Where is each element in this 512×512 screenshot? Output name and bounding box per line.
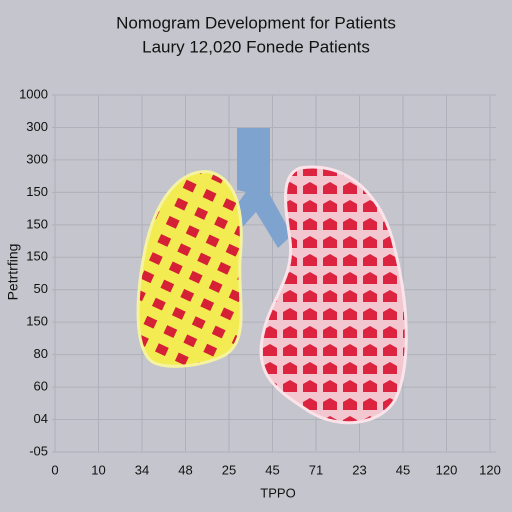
x-tick-label: 25 <box>222 462 236 477</box>
y-tick-label: 300 <box>26 119 48 134</box>
right-lung <box>259 165 408 425</box>
y-tick-label: 80 <box>34 346 48 361</box>
y-tick-label: 150 <box>26 314 48 329</box>
x-tick-label: 45 <box>265 462 279 477</box>
y-tick-label: -05 <box>29 443 48 458</box>
x-tick-label: 23 <box>352 462 366 477</box>
grid <box>52 94 496 453</box>
x-tick-label: 0 <box>51 462 58 477</box>
x-tick-label: 34 <box>135 462 149 477</box>
y-axis-title: Petrtrfing <box>5 244 21 301</box>
y-tick-label: 150 <box>26 184 48 199</box>
subtitle: Laury 12,020 Fonede Patients <box>142 37 370 56</box>
y-tick-label: 150 <box>26 249 48 264</box>
trachea <box>226 128 292 248</box>
x-tick-label: 48 <box>178 462 192 477</box>
y-tick-label: 50 <box>34 281 48 296</box>
left-lung <box>136 170 243 368</box>
x-tick-label: 71 <box>309 462 323 477</box>
y-tick-label: 1000 <box>19 86 48 101</box>
tick-labels: 1000 300 300 150 150 150 50 150 80 60 04 -050 10 34 48… <box>19 86 501 477</box>
y-tick-label: 04 <box>34 411 48 426</box>
y-tick-label: 300 <box>26 151 48 166</box>
x-tick-label: 10 <box>91 462 105 477</box>
y-tick-label: 150 <box>26 216 48 231</box>
x-tick-label: 45 <box>396 462 410 477</box>
title: Nomogram Development for Patients <box>116 13 396 32</box>
x-axis-title: TPPO <box>260 485 295 500</box>
y-tick-label: 60 <box>34 379 48 394</box>
x-tick-label: 120 <box>436 462 458 477</box>
x-tick-label: 120 <box>479 462 501 477</box>
lungs-illustration <box>136 128 408 425</box>
